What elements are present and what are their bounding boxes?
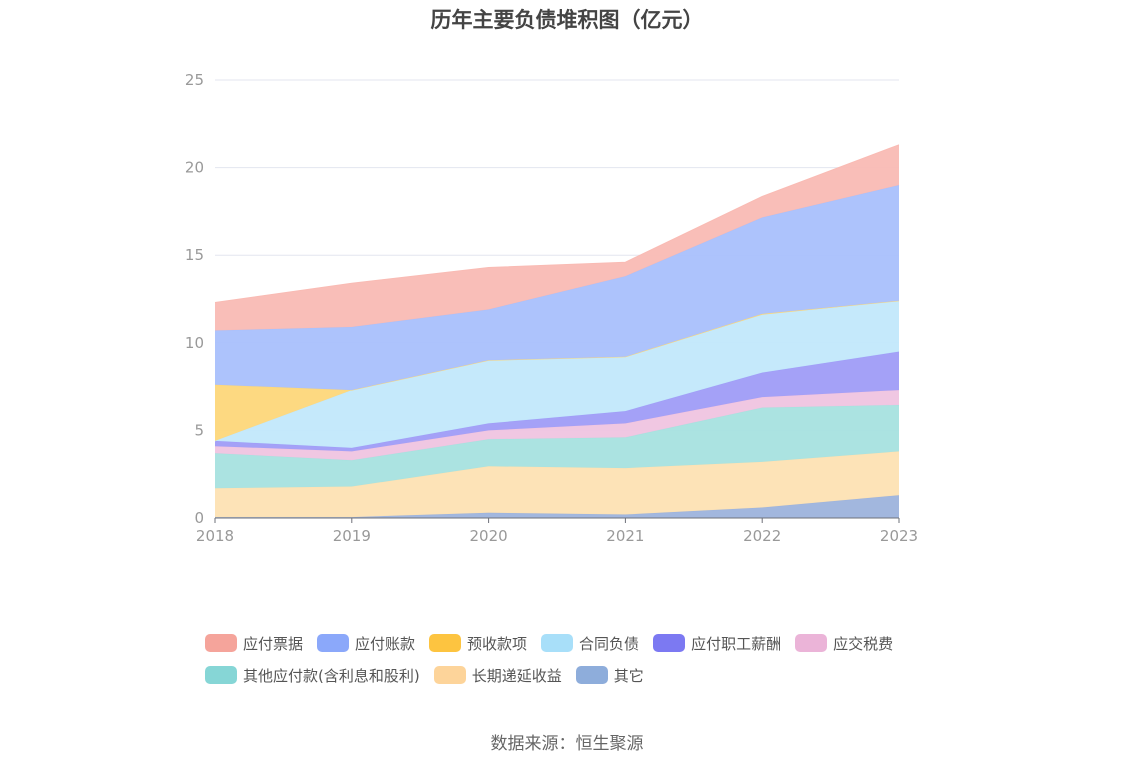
y-tick-label: 10 bbox=[185, 334, 204, 352]
y-tick-label: 0 bbox=[194, 509, 204, 527]
area-series-0[interactable] bbox=[215, 495, 899, 518]
legend-swatch bbox=[429, 634, 462, 652]
legend-label: 长期递延收益 bbox=[471, 666, 562, 685]
y-tick-label: 20 bbox=[185, 159, 204, 177]
legend-item[interactable]: 预收款项 bbox=[429, 632, 527, 654]
chart-title: 历年主要负债堆积图（亿元） bbox=[430, 8, 704, 32]
x-tick-label: 2020 bbox=[470, 527, 508, 545]
legend-label: 其他应付款(含利息和股利) bbox=[243, 666, 420, 685]
legend-swatch bbox=[205, 666, 237, 684]
legend-swatch bbox=[575, 666, 608, 684]
x-tick-label: 2019 bbox=[333, 527, 371, 545]
axes: 0 5 10 15 20 25 2018 2019 2020 2021 2022 2023 bbox=[185, 71, 918, 545]
legend-swatch bbox=[541, 634, 574, 652]
legend-item[interactable]: 合同负债 bbox=[541, 632, 639, 654]
y-tick-label: 15 bbox=[185, 246, 204, 264]
x-tick-label: 2018 bbox=[196, 527, 234, 545]
data-source: 数据来源：恒生聚源 bbox=[490, 734, 644, 754]
legend-item[interactable]: 应交税费 bbox=[795, 632, 893, 654]
legend-item[interactable]: 应付账款 bbox=[317, 632, 415, 654]
stacked-area-chart: 0 5 10 15 20 25 2018 2019 2020 2021 2022 2023 bbox=[185, 71, 918, 545]
legend: 应付票据 应付账款 预收款项 合同负债 应付职工薪酬 应交税费其他应付款(含利息和股利) 长… bbox=[205, 632, 965, 686]
area-series-2[interactable] bbox=[215, 405, 899, 489]
legend-label: 应付账款 bbox=[355, 634, 416, 653]
legend-item[interactable]: 应付票据 bbox=[205, 632, 303, 654]
legend-label: 预收款项 bbox=[467, 634, 528, 653]
area-series-5[interactable] bbox=[215, 300, 899, 448]
area-series-3[interactable] bbox=[215, 390, 899, 461]
legend-item[interactable]: 其它 bbox=[575, 664, 644, 686]
legend-swatch bbox=[795, 634, 828, 652]
area-series-8[interactable] bbox=[215, 144, 899, 331]
x-tick-label: 2023 bbox=[880, 527, 918, 545]
legend-item[interactable]: 应付职工薪酬 bbox=[653, 632, 781, 654]
legend-swatch bbox=[653, 634, 686, 652]
legend-label: 应交税费 bbox=[833, 634, 894, 653]
area-series-1[interactable] bbox=[215, 451, 899, 518]
legend-label: 合同负债 bbox=[579, 634, 640, 653]
x-tick-label: 2021 bbox=[606, 527, 644, 545]
legend-label: 其它 bbox=[613, 666, 644, 685]
legend-item[interactable]: 长期递延收益 bbox=[433, 664, 562, 686]
legend-item[interactable]: 其他应付款(含利息和股利) bbox=[205, 664, 420, 686]
area-series-edge bbox=[214, 144, 900, 303]
area-series-7[interactable] bbox=[215, 185, 899, 391]
y-tick-label: 5 bbox=[194, 421, 204, 439]
legend-swatch bbox=[433, 666, 466, 684]
legend-label: 应付票据 bbox=[243, 634, 304, 653]
legend-swatch bbox=[317, 634, 350, 652]
area-series bbox=[214, 144, 900, 518]
legend-swatch bbox=[205, 634, 237, 652]
y-tick-label: 25 bbox=[185, 71, 204, 89]
x-tick-label: 2022 bbox=[743, 527, 781, 545]
legend-label: 应付职工薪酬 bbox=[691, 634, 782, 653]
